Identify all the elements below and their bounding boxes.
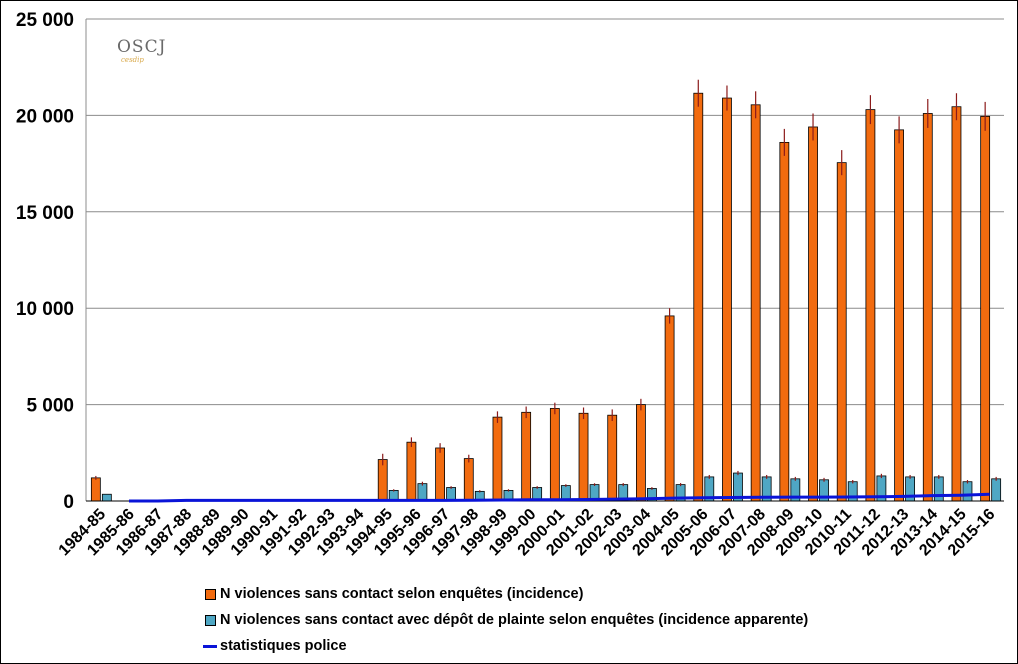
legend-swatch-incidence — [205, 588, 216, 600]
bar — [894, 129, 904, 502]
police-line — [129, 492, 990, 503]
bar — [521, 411, 532, 502]
legend-line-police — [203, 644, 217, 648]
y-tick-label: 0 — [63, 492, 74, 513]
bar — [90, 477, 101, 502]
bar — [808, 126, 818, 502]
bar — [377, 459, 388, 502]
legend-label-apparent: N violences sans contact avec dépôt de p… — [220, 612, 809, 628]
y-tick-label: 5 000 — [26, 396, 74, 417]
y-tick-label: 25 000 — [16, 10, 74, 31]
bar — [779, 141, 790, 502]
bar — [922, 113, 933, 502]
bar — [417, 483, 428, 502]
legend-label-police: statistiques police — [220, 638, 347, 654]
bar — [951, 106, 962, 502]
bar — [962, 481, 973, 502]
bar — [578, 412, 589, 502]
bar — [492, 416, 503, 502]
bar — [101, 493, 112, 502]
bar — [435, 447, 445, 502]
bar — [750, 104, 761, 502]
bar — [980, 115, 991, 502]
bar — [722, 97, 732, 502]
bar — [693, 92, 704, 502]
bar — [991, 478, 1002, 502]
bar — [607, 414, 618, 502]
bar — [865, 109, 876, 502]
y-tick-label: 10 000 — [16, 299, 74, 320]
legend-item-incidence: N violences sans contact selon enquêtes … — [203, 581, 903, 607]
logo-subtext: cesdip — [121, 56, 144, 64]
logo-text: OSCJ — [117, 37, 167, 57]
y-tick-label: 15 000 — [16, 203, 74, 224]
y-tick-label: 20 000 — [16, 106, 74, 127]
bar — [549, 408, 560, 502]
legend-swatch-apparent — [205, 614, 216, 626]
bar — [406, 441, 417, 502]
legend-item-police: statistiques police — [203, 633, 903, 659]
legend: N violences sans contact selon enquêtes … — [203, 581, 903, 659]
bar — [933, 476, 944, 502]
legend-label-incidence: N violences sans contact selon enquêtes … — [220, 586, 584, 602]
bar — [836, 162, 847, 502]
bar — [463, 458, 474, 502]
bar — [636, 404, 646, 502]
legend-item-apparent: N violences sans contact avec dépôt de p… — [203, 607, 903, 633]
bar — [664, 315, 675, 502]
oscj-logo: OSCJ cesdip — [117, 39, 173, 69]
